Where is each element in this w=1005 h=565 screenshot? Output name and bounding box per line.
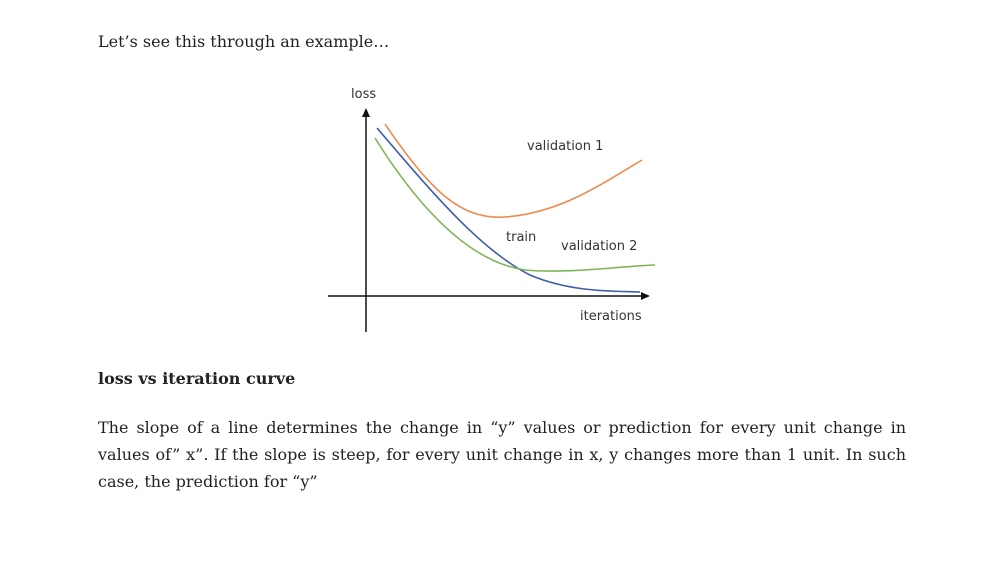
validation-2-curve	[374, 137, 656, 272]
caption: loss vs iteration curve	[98, 369, 296, 388]
curve-label: validation 1	[527, 139, 603, 154]
paragraph: The slope of a line determines the chang…	[98, 418, 906, 491]
x-axis-arrow	[641, 292, 650, 300]
curve-label: train	[506, 230, 536, 245]
y-axis-label: loss	[351, 87, 376, 102]
validation-1-curve	[384, 123, 643, 218]
y-axis-arrow	[362, 108, 370, 117]
x-axis-label: iterations	[580, 309, 642, 324]
intro-text: Let’s see this through an example…	[98, 32, 390, 51]
curve-label: validation 2	[561, 239, 637, 254]
